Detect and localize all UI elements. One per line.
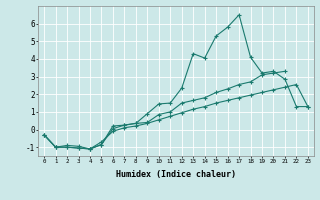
X-axis label: Humidex (Indice chaleur): Humidex (Indice chaleur) (116, 170, 236, 179)
